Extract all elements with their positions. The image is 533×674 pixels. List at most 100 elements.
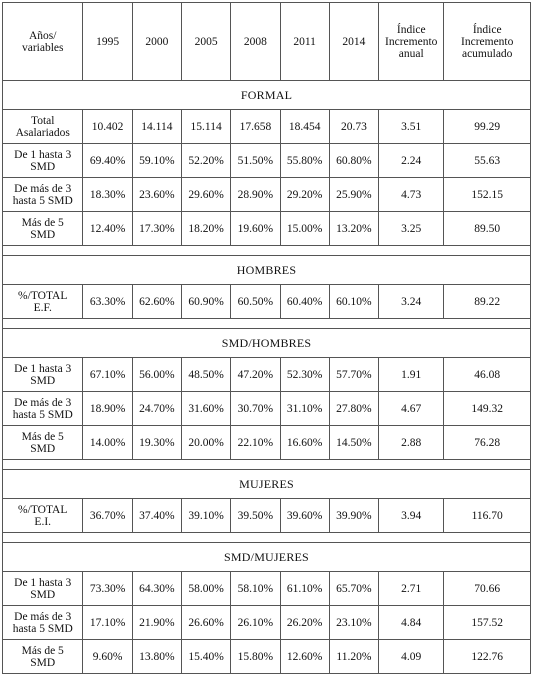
year-value-cell: 26.60%	[180, 605, 232, 640]
year-value-cell: 26.10%	[230, 605, 281, 640]
header-year: 2005	[180, 2, 232, 81]
year-value-cell: 10.402	[82, 109, 133, 144]
year-value-cell: 17.10%	[82, 605, 133, 640]
year-value-cell: 29.20%	[279, 177, 330, 212]
table-row: De 1 hasta 3 SMD 73.30% 64.30% 58.00% 58.10% 6…	[1, 571, 531, 606]
year-value-cell: 28.90%	[230, 177, 281, 212]
year-value-cell: 57.70%	[328, 357, 380, 392]
year-value-cell: 24.70%	[131, 391, 182, 426]
year-value-cell: 18.454	[279, 109, 330, 144]
year-value-cell: 64.30%	[131, 571, 182, 606]
year-value-cell: 67.10%	[82, 357, 133, 392]
year-value-cell: 58.00%	[180, 571, 232, 606]
row-label-line: De más de 3	[14, 182, 72, 195]
year-value-cell: 25.90%	[328, 177, 380, 212]
year-value-cell: 9.60%	[82, 639, 133, 674]
year-value-cell: 29.60%	[180, 177, 232, 212]
header-first-col-line: variables	[21, 41, 64, 54]
year-value-cell: 16.60%	[279, 425, 330, 460]
year-value-cell: 39.50%	[230, 498, 281, 533]
indice-acumulado-cell: 89.50	[443, 211, 531, 246]
year-value-cell: 60.10%	[328, 284, 380, 319]
header-indice-anual-line: anual	[398, 47, 424, 60]
year-value-cell: 65.70%	[328, 571, 380, 606]
section-title-row: MUJERES	[2, 469, 531, 499]
year-value-cell: 18.20%	[180, 211, 232, 246]
spacer-row	[2, 245, 531, 256]
year-value-cell: 60.50%	[230, 284, 281, 319]
row-label-line: Más de 5	[21, 430, 64, 443]
year-value-cell: 51.50%	[230, 143, 281, 178]
row-label-line: De más de 3	[14, 396, 72, 409]
row-label-line: SMD	[30, 442, 56, 455]
table-row: Más de 5 SMD 14.00% 19.30% 20.00% 22.10% 16.60…	[1, 425, 531, 460]
spacer-row	[2, 318, 531, 329]
row-label-line: %/TOTAL	[18, 503, 68, 516]
row-label-line: De más de 3	[14, 610, 72, 623]
year-value-cell: 31.10%	[279, 391, 330, 426]
year-value-cell: 59.10%	[131, 143, 182, 178]
section-title: SMD/MUJERES	[2, 542, 531, 572]
year-value-cell: 39.10%	[180, 498, 232, 533]
section-title-row: HOMBRES	[2, 255, 531, 285]
year-value-cell: 39.60%	[279, 498, 330, 533]
header-year: 1995	[82, 2, 133, 81]
year-value-cell: 47.20%	[230, 357, 281, 392]
section-title: FORMAL	[2, 80, 531, 110]
indice-acumulado-cell: 116.70	[443, 498, 531, 533]
year-value-cell: 23.10%	[328, 605, 380, 640]
table-row: De 1 hasta 3 SMD 67.10% 56.00% 48.50% 47.20% 5…	[1, 357, 531, 392]
row-label-line: De 1 hasta 3	[14, 576, 72, 589]
row-label-line: SMD	[30, 160, 56, 173]
year-value-cell: 12.60%	[279, 639, 330, 674]
table-row: De más de 3 hasta 5 SMD 18.30% 23.60% 29.60%…	[1, 177, 531, 212]
indice-acumulado-cell: 122.76	[443, 639, 531, 674]
table-row: Más de 5 SMD 12.40% 17.30% 18.20% 19.60% 15.00…	[1, 211, 531, 246]
year-value-cell: 73.30%	[82, 571, 133, 606]
table-row: De más de 3 hasta 5 SMD 18.90% 24.70% 31.60%…	[1, 391, 531, 426]
row-label-line: hasta 5 SMD	[12, 408, 73, 421]
spacer-cell	[2, 532, 531, 543]
section-title-row: SMD/HOMBRES	[2, 328, 531, 358]
section-title-row: FORMAL	[2, 80, 531, 110]
indice-anual-cell: 2.88	[378, 425, 445, 460]
row-label-line: Más de 5	[21, 644, 64, 657]
indice-anual-cell: 4.73	[378, 177, 445, 212]
year-value-cell: 19.60%	[230, 211, 281, 246]
year-value-cell: 13.20%	[328, 211, 380, 246]
table-row: %/TOTAL E.I. 36.70% 37.40% 39.10% 39.50% 39.60…	[1, 498, 531, 533]
year-value-cell: 56.00%	[131, 357, 182, 392]
row-label-line: hasta 5 SMD	[12, 194, 73, 207]
year-value-cell: 17.658	[230, 109, 281, 144]
header-indice-acumulado: Índice Incremento acumulado	[443, 2, 531, 81]
header-year: 2008	[230, 2, 281, 81]
row-label: De más de 3 hasta 5 SMD	[1, 605, 84, 640]
year-value-cell: 20.73	[328, 109, 380, 144]
indice-acumulado-cell: 157.52	[443, 605, 531, 640]
year-value-cell: 26.20%	[279, 605, 330, 640]
year-value-cell: 14.50%	[328, 425, 380, 460]
spacer-row	[2, 459, 531, 470]
row-label-line: Más de 5	[21, 216, 64, 229]
year-value-cell: 21.90%	[131, 605, 182, 640]
spacer-cell	[2, 245, 531, 256]
year-value-cell: 15.114	[180, 109, 232, 144]
indice-acumulado-cell: 99.29	[443, 109, 531, 144]
year-value-cell: 63.30%	[82, 284, 133, 319]
year-value-cell: 60.40%	[279, 284, 330, 319]
indice-acumulado-cell: 55.63	[443, 143, 531, 178]
row-label: De 1 hasta 3 SMD	[1, 143, 84, 178]
indice-acumulado-cell: 76.28	[443, 425, 531, 460]
header-year: 2011	[279, 2, 330, 81]
year-value-cell: 14.00%	[82, 425, 133, 460]
header-indice-acumulado-line: Índice	[472, 23, 502, 36]
row-label-line: SMD	[30, 588, 56, 601]
year-value-cell: 69.40%	[82, 143, 133, 178]
year-value-cell: 30.70%	[230, 391, 281, 426]
year-value-cell: 58.10%	[230, 571, 281, 606]
year-value-cell: 15.80%	[230, 639, 281, 674]
row-label: De más de 3 hasta 5 SMD	[1, 391, 84, 426]
row-label: Más de 5 SMD	[1, 639, 84, 674]
indice-acumulado-cell: 46.08	[443, 357, 531, 392]
